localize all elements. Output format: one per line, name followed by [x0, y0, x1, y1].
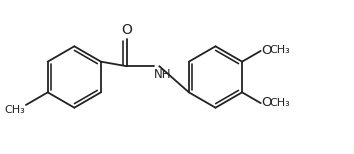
Text: CH₃: CH₃	[269, 98, 290, 108]
Text: NH: NH	[154, 68, 172, 81]
Text: O: O	[121, 23, 132, 37]
Text: CH₃: CH₃	[269, 45, 290, 55]
Text: O: O	[262, 96, 272, 109]
Text: O: O	[262, 44, 272, 57]
Text: CH₃: CH₃	[4, 105, 25, 116]
